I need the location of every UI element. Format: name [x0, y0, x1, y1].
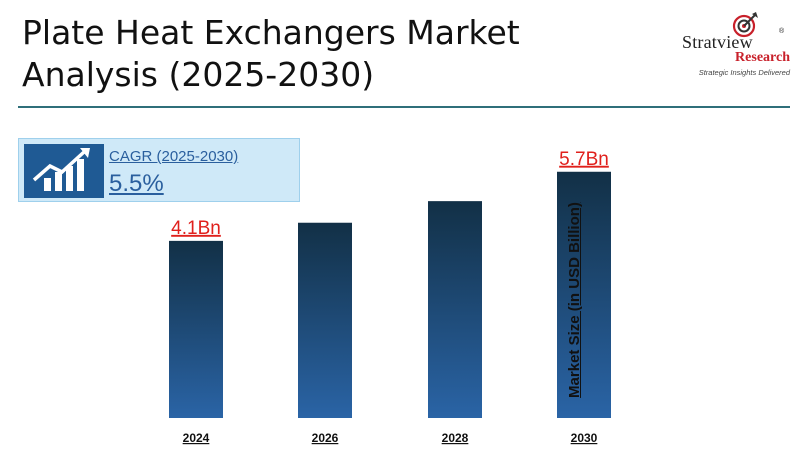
growth-chart-icon	[24, 144, 104, 198]
title-divider	[18, 106, 790, 108]
page-title: Plate Heat Exchangers Market Analysis (2…	[22, 13, 520, 94]
bar-2026	[298, 222, 352, 418]
bar-2030	[557, 171, 611, 418]
x-tick-label-2028: 2028	[442, 431, 469, 445]
target-arrow-icon	[732, 12, 758, 38]
y-axis-label: Market Size (in USD Billion)	[566, 202, 583, 398]
cagr-label: CAGR (2025-2030)	[109, 148, 239, 165]
bar-2028	[428, 201, 482, 418]
logo-registered-mark: ®	[779, 28, 785, 35]
cagr-callout: CAGR (2025-2030) 5.5%	[18, 138, 300, 202]
cagr-value: 5.5%	[109, 170, 164, 197]
x-tick-label-2030: 2030	[571, 431, 598, 445]
value-label-2024: 4.1Bn	[171, 218, 221, 239]
bar-2024	[169, 240, 223, 418]
logo-name: Stratview	[682, 32, 753, 52]
value-label-2030: 5.7Bn	[559, 149, 609, 170]
x-tick-label-2024: 2024	[183, 431, 210, 445]
stratview-logo: Stratview ® Research Strategic Insights …	[676, 12, 790, 78]
logo-tagline: Strategic Insights Delivered	[698, 68, 790, 77]
x-tick-label-2026: 2026	[312, 431, 339, 445]
logo-sub: Research	[735, 50, 790, 65]
